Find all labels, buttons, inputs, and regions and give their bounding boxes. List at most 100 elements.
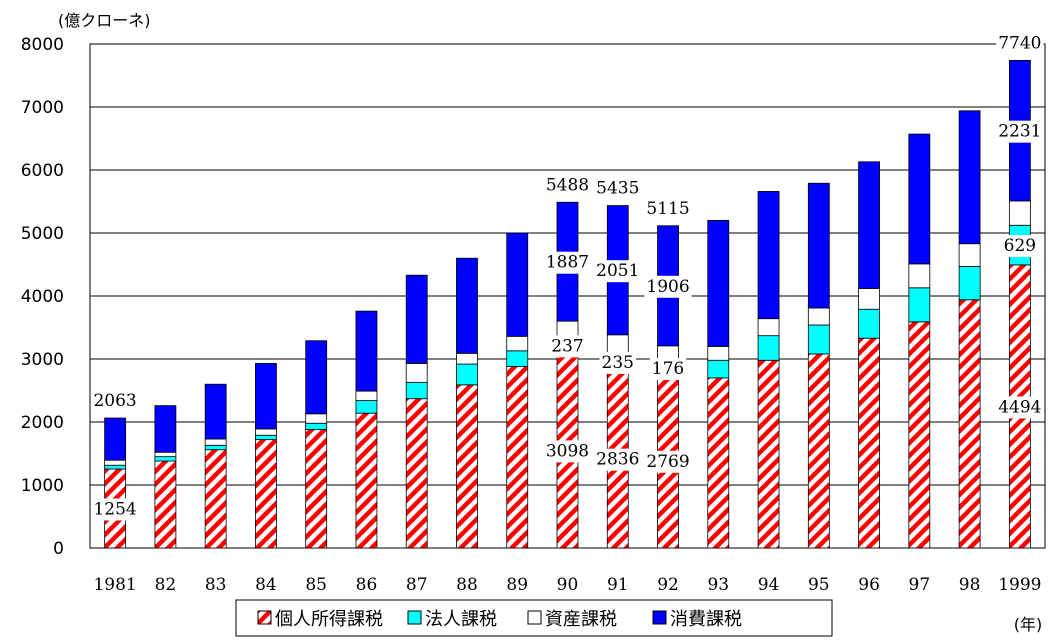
data-label-background xyxy=(549,335,586,358)
data-label-background xyxy=(91,390,139,413)
bar-segment-4 xyxy=(456,257,478,354)
bar-segment-2 xyxy=(858,308,880,339)
bars xyxy=(104,59,1031,549)
x-tick-label: 93 xyxy=(707,575,729,595)
x-tick-label: 96 xyxy=(858,575,880,595)
bar-segment-1 xyxy=(807,353,830,549)
data-label: 1906 xyxy=(646,277,689,297)
data-label-background xyxy=(649,358,687,381)
data-label: 2231 xyxy=(998,122,1041,142)
data-label: 2836 xyxy=(596,450,639,470)
bar-segment-4 xyxy=(355,310,378,392)
bar-segment-3 xyxy=(606,334,629,355)
legend-swatch xyxy=(527,610,542,625)
data-label-background xyxy=(543,440,592,463)
y-tick-label: 3000 xyxy=(21,350,64,370)
data-label-background xyxy=(996,396,1044,419)
bar-segment-2 xyxy=(757,335,780,361)
bar-segment-3 xyxy=(707,345,730,361)
bar-segment-4 xyxy=(707,219,730,347)
legend-label: 個人所得課税 xyxy=(275,609,383,630)
bar-segment-4 xyxy=(807,182,830,309)
bar-segment-4 xyxy=(104,417,127,461)
bar-segment-1 xyxy=(405,398,428,549)
data-label: 5488 xyxy=(546,175,589,195)
x-tick-label: 94 xyxy=(758,575,780,595)
y-tick-label: 7000 xyxy=(21,98,64,118)
data-label-background xyxy=(594,177,642,200)
bar-segment-3 xyxy=(757,318,780,337)
bar-segment-2 xyxy=(958,265,981,301)
bar-segment-2 xyxy=(305,422,328,430)
x-tick-label: 98 xyxy=(959,575,981,595)
data-label-background xyxy=(543,251,592,274)
data-label: 2063 xyxy=(93,391,136,411)
bar-segment-1 xyxy=(707,377,730,549)
data-label-background xyxy=(594,448,642,471)
bar-segment-2 xyxy=(707,359,730,379)
y-tick-label: 6000 xyxy=(21,161,64,181)
data-label: 176 xyxy=(652,359,684,379)
bar-segment-2 xyxy=(355,400,378,414)
bar-segment-1 xyxy=(908,321,931,549)
x-tick-label: 84 xyxy=(255,575,277,595)
bar-segment-4 xyxy=(255,363,277,430)
bar-segment-3 xyxy=(104,459,127,466)
x-tick-label: 95 xyxy=(808,575,830,595)
data-label-background xyxy=(644,275,692,298)
x-tick-label: 1981 xyxy=(93,575,136,595)
bar-segment-4 xyxy=(958,110,981,245)
bar-segment-1 xyxy=(456,384,478,549)
data-labels: 2063 1254 5488 1887 237 3098 5435 2051 235 2836 51… xyxy=(91,32,1044,521)
data-label: 3098 xyxy=(546,441,589,461)
bar-segment-3 xyxy=(255,428,277,436)
y-tick-label: 4000 xyxy=(21,287,64,307)
legend-label: 消費課税 xyxy=(670,609,742,630)
legend-swatch xyxy=(652,610,667,625)
data-label-background xyxy=(996,32,1044,55)
bar-segment-2 xyxy=(456,363,478,386)
bar-segment-4 xyxy=(757,191,780,320)
data-label-background xyxy=(644,450,692,473)
x-tick-label: 92 xyxy=(657,575,679,595)
bar-segment-1 xyxy=(506,366,529,549)
x-tick-label: 89 xyxy=(506,575,528,595)
y-axis-unit: (億クローネ) xyxy=(58,11,151,30)
axes: 0 1000 2000 3000 4000 5000 6000 7000 8000 1981 82 8… xyxy=(21,35,1042,595)
bar-segment-4 xyxy=(908,133,931,265)
bar-segment-3 xyxy=(958,243,981,267)
x-axis-unit: (年) xyxy=(1014,615,1043,634)
bar-segment-1 xyxy=(204,449,227,549)
data-label: 5435 xyxy=(596,179,639,199)
bar-segment-2 xyxy=(908,287,931,323)
bar-segment-1 xyxy=(355,412,378,549)
bar-segment-2 xyxy=(255,434,277,441)
data-label-background xyxy=(996,120,1044,143)
data-label: 7740 xyxy=(998,33,1041,53)
x-tick-label: 1999 xyxy=(998,575,1041,595)
data-label: 629 xyxy=(1004,236,1036,256)
data-label-background xyxy=(1001,235,1039,258)
bar-segment-1 xyxy=(255,439,277,549)
data-label: 1254 xyxy=(93,499,136,519)
data-label: 237 xyxy=(551,336,583,356)
bar-segment-3 xyxy=(154,451,177,458)
data-label-background xyxy=(543,174,592,197)
x-tick-label: 83 xyxy=(205,575,227,595)
bar-segment-4 xyxy=(305,340,328,415)
bar-segment-1 xyxy=(958,299,981,549)
data-label: 2051 xyxy=(596,261,639,281)
bar-segment-2 xyxy=(405,381,428,400)
legend-swatch xyxy=(257,610,272,625)
bar-segment-3 xyxy=(204,438,227,446)
x-tick-label: 82 xyxy=(155,575,177,595)
y-tick-label: 5000 xyxy=(21,224,64,244)
bar-segment-2 xyxy=(154,456,177,462)
bar-segment-1 xyxy=(757,359,780,549)
bar-segment-3 xyxy=(405,363,428,383)
data-label: 5115 xyxy=(646,199,689,219)
y-tick-label: 0 xyxy=(53,539,64,559)
x-tick-label: 97 xyxy=(909,575,931,595)
bar-segment-3 xyxy=(456,352,478,365)
bar-segment-3 xyxy=(305,413,328,424)
